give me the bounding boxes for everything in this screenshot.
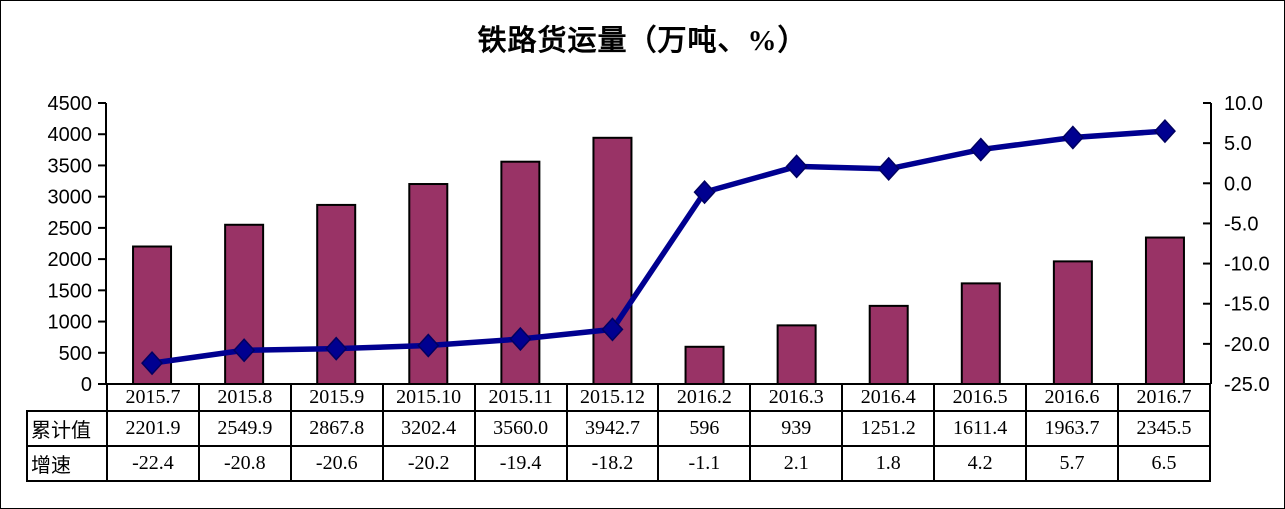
table-header-cell: 2016.7 [1116,383,1212,412]
growth-line [151,128,1166,366]
bar [684,345,725,385]
left-axis-tick-label: 4000 [48,124,93,146]
table-cell: 3202.4 [381,410,476,447]
line-marker [969,137,992,162]
table-cell: -20.8 [197,445,292,482]
left-axis-tick-label: 3500 [48,155,93,177]
table-cell: 1611.4 [933,410,1028,447]
table-cell: 939 [749,410,844,447]
right-axis-tick-label: -5.0 [1224,213,1258,235]
table-header-cell: 2016.2 [657,383,752,412]
table-cell: 6.5 [1116,445,1212,482]
line-marker [417,333,440,358]
right-axis-tick-label: 5.0 [1224,133,1252,155]
right-axis-tick-label: -10.0 [1224,254,1270,276]
table-cell: 2345.5 [1116,410,1212,447]
table-row-label: 增速 [26,445,108,482]
table-cell: -1.1 [657,445,752,482]
table-row: 增速 -22.4 -20.8 -20.6 -20.2 -19.4 -18.2 -1.1 2.1 1… [26,445,1212,482]
table-cell: 1251.2 [841,410,936,447]
table-cell: 1963.7 [1025,410,1119,447]
line-marker [693,180,716,205]
table-cell: 2549.9 [197,410,292,447]
right-axis-tick-label: 0.0 [1224,173,1252,195]
bar [1144,236,1185,385]
bar [776,324,817,385]
table-header-cell: 2015.8 [197,383,292,412]
bar [592,136,633,385]
right-axis-tick-label: -25.0 [1224,374,1270,396]
left-axis-tick-label: 1500 [48,280,93,302]
table-header-cell: 2015.11 [473,383,568,412]
right-axis-tick-label: -15.0 [1224,294,1270,316]
left-axis-tick-label: 2000 [48,249,93,271]
table-header-cell: 2016.5 [933,383,1028,412]
bar [868,304,909,385]
table-cell: -20.2 [381,445,476,482]
table-cell: 2201.9 [106,410,200,447]
table-header-cell: 2016.4 [841,383,936,412]
table-cell: 1.8 [841,445,936,482]
table-header-cell: 2015.12 [565,383,660,412]
table-cell: 3942.7 [565,410,660,447]
left-axis-tick-label: 4500 [48,93,93,115]
line-marker [233,338,256,363]
table-row: 累计值 2201.9 2549.9 2867.8 3202.4 3560.0 3942.7 5… [26,410,1212,447]
table-header-cell: 2016.6 [1025,383,1119,412]
table-corner [27,384,107,411]
chart-title: 铁路货运量（万吨、%） [477,25,808,57]
left-axis-tick-label: 2500 [48,218,93,240]
table-cell: -22.4 [106,445,200,482]
line-marker [601,317,624,342]
bar [408,183,449,385]
table-cell: -20.6 [289,445,384,482]
table-header-cell: 2015.10 [381,383,476,412]
line-marker [325,336,348,361]
line-marker [877,156,900,181]
table-header-cell: 2016.3 [749,383,844,412]
left-axis-tick-label: 1000 [48,312,93,334]
table-cell: 596 [657,410,752,447]
table-cell: 3560.0 [473,410,568,447]
table-cell: -19.4 [473,445,568,482]
table-cell: 5.7 [1025,445,1119,482]
bar [960,282,1001,385]
table-cell: 2.1 [749,445,844,482]
left-axis-tick-label: 500 [59,343,92,365]
table-header-cell: 2015.9 [289,383,384,412]
line-marker [509,326,532,352]
right-axis-tick-label: -20.0 [1224,334,1270,356]
table-header-cell: 2015.7 [106,383,200,412]
right-axis-tick-label: 10.0 [1224,93,1263,115]
line-marker [1061,125,1084,150]
chart-data-table: 2015.7 2015.8 2015.9 2015.10 2015.11 2015.12 2… [26,383,1212,482]
table-row-label: 累计值 [26,410,108,447]
table-cell: 4.2 [933,445,1028,482]
left-axis-tick-label: 3000 [48,187,93,209]
line-marker [785,154,808,179]
table-cell: -18.2 [565,445,660,482]
table-cell: 2867.8 [289,410,384,447]
line-marker [141,351,164,376]
line-marker [1153,118,1176,144]
left-axis-tick-label: 0 [81,374,92,396]
bar [1052,260,1093,385]
